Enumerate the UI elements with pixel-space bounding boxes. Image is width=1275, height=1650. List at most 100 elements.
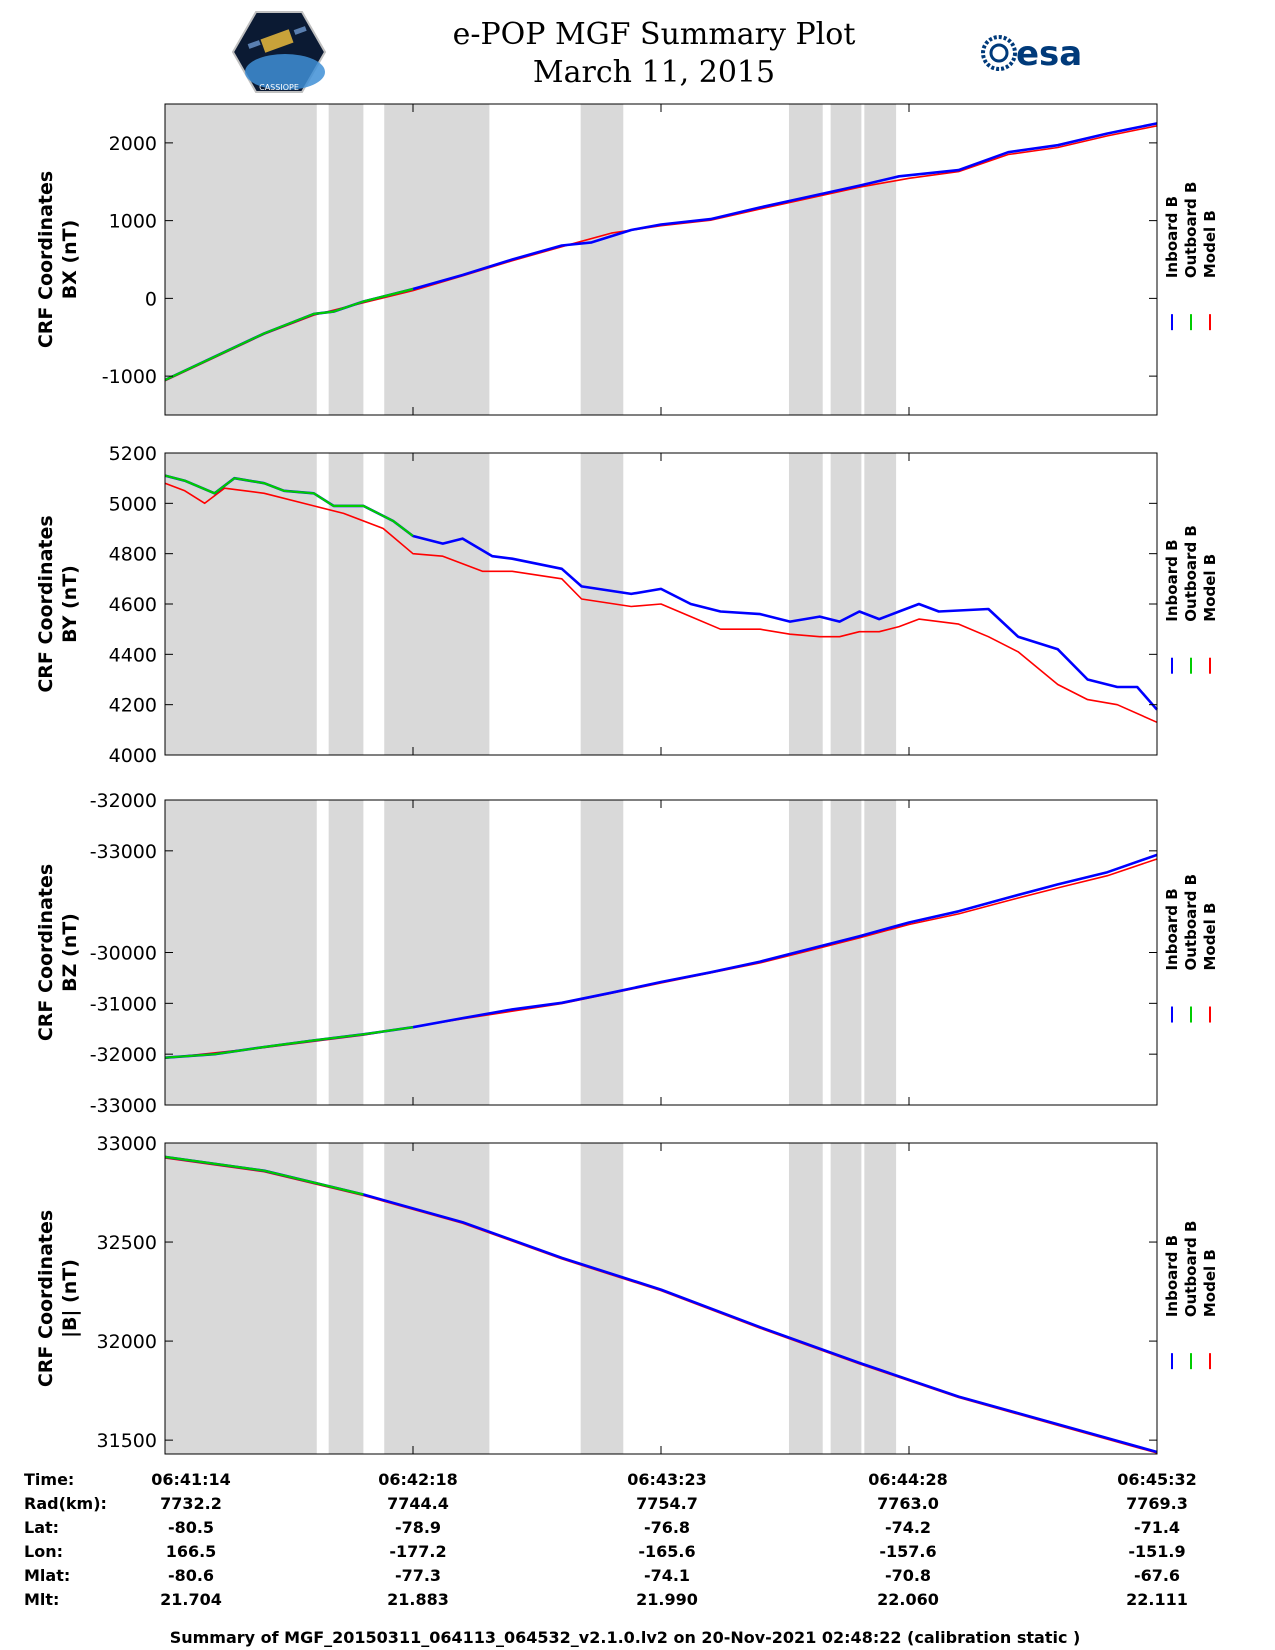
table-cell: 22.060	[877, 1590, 939, 1609]
table-cell: -67.6	[1134, 1566, 1180, 1585]
panel-2: 5200 5000 4800 4600 4400 4200 4000 CRF Coordina…	[35, 443, 1219, 767]
table-cell: -77.3	[395, 1566, 441, 1585]
series-model-b	[164, 482, 1158, 724]
y-tick-label: 32000	[97, 1331, 157, 1353]
legend-model-b-label: Model B	[1201, 210, 1219, 278]
table-cell: 06:43:23	[627, 1470, 707, 1489]
y-tick-label: 4200	[109, 695, 157, 717]
y-tick-label: -32000	[90, 790, 157, 812]
shade-region	[328, 800, 364, 1105]
shade-region	[830, 104, 862, 415]
table-row-label: Mlat:	[24, 1566, 70, 1585]
y-tick-label: -1000	[102, 366, 157, 388]
y-axis-label-line2: BZ (nT)	[59, 913, 81, 992]
legend-model-b-label: Model B	[1201, 1249, 1219, 1317]
panel-3: -32000 -33000 -30000 -31000 -32000 -33000 CRF …	[35, 790, 1219, 1117]
table-cell: 7732.2	[160, 1494, 222, 1513]
legend-inboard-b-label: Inboard B	[1163, 196, 1181, 278]
table-cell: 06:45:32	[1117, 1470, 1197, 1489]
y-tick-label: 2000	[109, 133, 157, 155]
y-tick-label: 4000	[109, 745, 157, 767]
orbit-info-table: Time: Rad(km): Lat: Lon: Mlat: Mlt: 06:41:14 77…	[24, 1470, 1197, 1609]
logo-esa: esa	[981, 34, 1082, 74]
shade-region	[864, 800, 897, 1105]
y-tick-label: -32000	[90, 1044, 157, 1066]
shade-region	[580, 1143, 624, 1454]
shade-region	[165, 1143, 317, 1454]
shade-region	[864, 453, 897, 755]
table-cell: -71.4	[1134, 1518, 1180, 1537]
y-tick-label: -30000	[90, 943, 157, 965]
y-tick-label: 4400	[109, 644, 157, 666]
legend-inboard-b-label: Inboard B	[1163, 539, 1181, 621]
table-cell: 166.5	[166, 1542, 217, 1561]
shade-region	[328, 453, 364, 755]
shade-region	[580, 800, 624, 1105]
table-cell: 21.990	[636, 1590, 698, 1609]
y-axis-label-line1: CRF Coordinates	[35, 171, 57, 348]
page-title: e-POP MGF Summary Plot	[453, 17, 856, 52]
shade-region	[580, 104, 624, 415]
y-tick-label: 5000	[109, 493, 157, 515]
table-cell: -74.1	[644, 1566, 690, 1585]
series-outboard-b	[164, 1026, 414, 1059]
shade-region	[788, 453, 823, 755]
y-axis-label-line2: |B| (nT)	[59, 1259, 81, 1338]
table-row-label: Time:	[24, 1470, 74, 1489]
shade-region	[788, 1143, 823, 1454]
legend-model-b-label: Model B	[1201, 903, 1219, 971]
table-row-label: Lon:	[24, 1542, 63, 1561]
y-tick-label: 4800	[109, 544, 157, 566]
table-cell: 06:42:18	[378, 1470, 458, 1489]
page-subtitle-date: March 11, 2015	[533, 55, 775, 90]
shade-region	[165, 800, 317, 1105]
y-axis-label-line1: CRF Coordinates	[35, 515, 57, 692]
y-tick-label: -31000	[90, 993, 157, 1015]
table-cell: 06:41:14	[151, 1470, 231, 1489]
table-cell: 7763.0	[877, 1494, 939, 1513]
y-tick-label: 33000	[97, 1133, 157, 1155]
y-tick-label: 1000	[109, 211, 157, 233]
shade-region	[830, 1143, 862, 1454]
y-axis-label-line1: CRF Coordinates	[35, 864, 57, 1041]
table-cell: -157.6	[879, 1542, 936, 1561]
table-cell: 22.111	[1126, 1590, 1188, 1609]
table-cell: 7754.7	[636, 1494, 698, 1513]
y-tick-label: 0	[145, 288, 157, 310]
shade-region	[384, 800, 490, 1105]
shade-region	[830, 800, 862, 1105]
y-tick-label: 4600	[109, 594, 157, 616]
table-cell: 7769.3	[1126, 1494, 1188, 1513]
table-row-label: Lat:	[24, 1518, 59, 1537]
table-cell: 06:44:28	[868, 1470, 948, 1489]
series-outboard-b	[164, 1155, 364, 1196]
table-cell: -177.2	[389, 1542, 446, 1561]
legend-outboard-b-label: Outboard B	[1182, 525, 1200, 622]
logo-esa-label: esa	[1016, 34, 1082, 74]
series-outboard-b	[164, 474, 414, 537]
shade-region	[830, 453, 862, 755]
table-cell: -165.6	[638, 1542, 695, 1561]
logo-cassiope: CASSIOPE	[231, 11, 327, 93]
y-tick-label: 32500	[97, 1232, 157, 1254]
table-cell: -151.9	[1128, 1542, 1185, 1561]
legend-outboard-b-label: Outboard B	[1182, 1221, 1200, 1318]
table-cell: 21.704	[160, 1590, 222, 1609]
table-row-label: Rad(km):	[24, 1494, 107, 1513]
y-axis-label-line2: BX (nT)	[59, 220, 81, 300]
shade-region	[864, 104, 897, 415]
legend-inboard-b-label: Inboard B	[1163, 1235, 1181, 1317]
y-tick-label: -33000	[90, 1095, 157, 1117]
y-axis-label-line2: BY (nT)	[59, 565, 81, 643]
table-cell: 7744.4	[387, 1494, 449, 1513]
shade-region	[165, 453, 317, 755]
table-cell: -74.2	[885, 1518, 931, 1537]
legend-inboard-b-label: Inboard B	[1163, 888, 1181, 970]
table-cell: 21.883	[387, 1590, 449, 1609]
legend-outboard-b-label: Outboard B	[1182, 874, 1200, 971]
series-outboard-b	[164, 287, 414, 381]
legend-model-b-label: Model B	[1201, 554, 1219, 622]
legend-outboard-b-label: Outboard B	[1182, 182, 1200, 279]
table-cell: -70.8	[885, 1566, 931, 1585]
